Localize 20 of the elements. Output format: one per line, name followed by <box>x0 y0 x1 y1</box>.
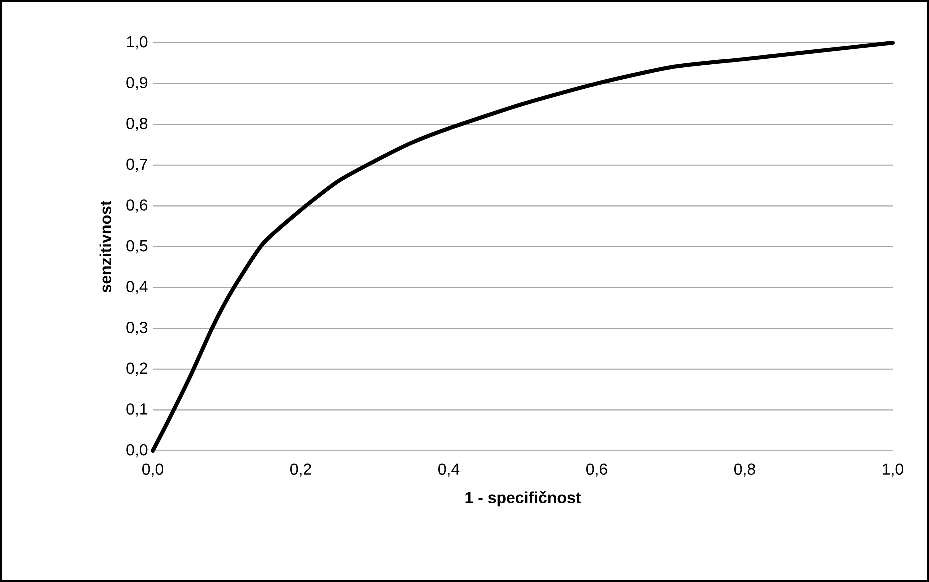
x-tick-label: 1,0 <box>883 464 904 477</box>
y-tick-label: 0,6 <box>126 200 148 213</box>
y-axis-title: senzitivnost <box>100 200 112 293</box>
x-tick-label: 0,0 <box>142 464 164 477</box>
y-tick-label: 0,7 <box>126 158 148 172</box>
x-tick-label: 0,4 <box>438 464 460 477</box>
y-tick-label: 1,0 <box>127 36 148 50</box>
y-tick-label: 0,0 <box>126 444 148 458</box>
y-tick-label: 0,1 <box>126 404 148 417</box>
x-tick-label: 0,2 <box>290 464 312 477</box>
x-tick-label: 0,6 <box>586 464 608 477</box>
x-tick-label: 0,8 <box>734 464 756 477</box>
x-axis-title: 1 - specifičnost <box>466 491 582 507</box>
y-tick-label: 0,8 <box>126 118 148 132</box>
y-tick-label: 0,3 <box>126 322 148 336</box>
y-tick-label: 0,9 <box>126 77 148 90</box>
y-tick-label: 0,4 <box>126 281 148 294</box>
y-tick-label: 0,5 <box>126 240 148 254</box>
y-tick-label: 0,2 <box>126 362 148 376</box>
line-series <box>151 40 895 453</box>
